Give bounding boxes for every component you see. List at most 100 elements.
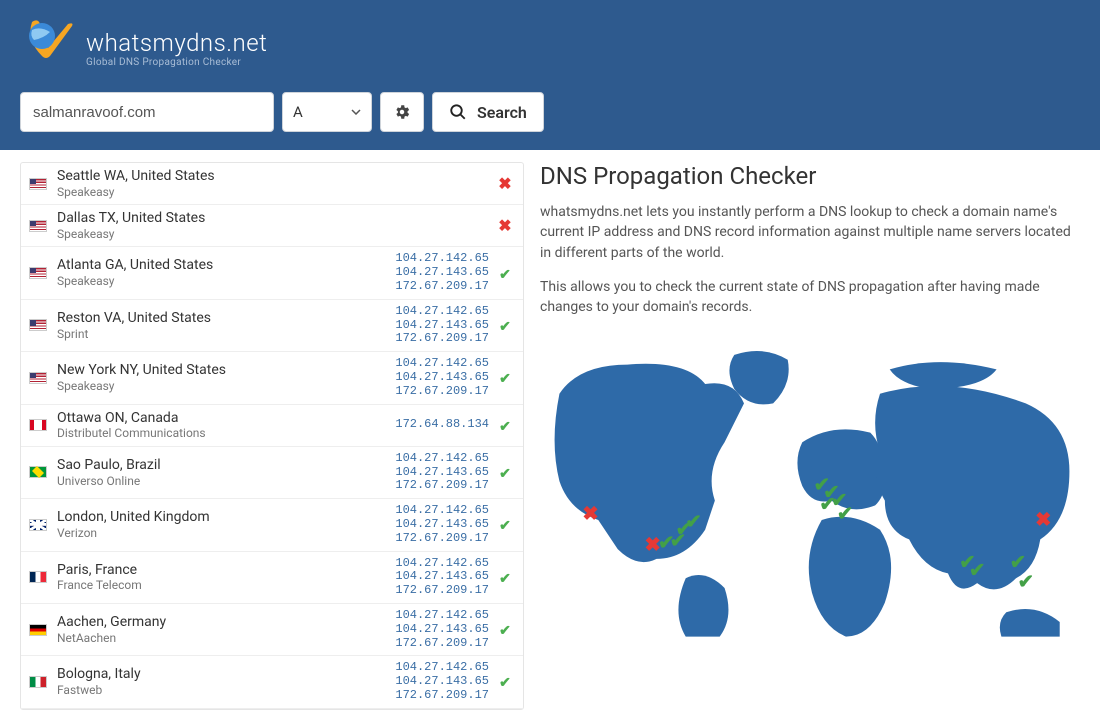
search-icon (449, 103, 467, 121)
result-row[interactable]: Aachen, GermanyNetAachen104.27.142.65 10… (21, 604, 523, 656)
location-name: Ottawa ON, Canada (57, 410, 395, 427)
check-icon: ✔ (497, 672, 513, 691)
flag-icon (29, 220, 47, 232)
location-wrap: Ottawa ON, CanadaDistributel Communicati… (57, 410, 395, 441)
check-icon: ✔ (497, 463, 513, 482)
provider-name: Speakeasy (57, 185, 489, 199)
record-type-value: A (293, 103, 303, 121)
flag-icon (29, 178, 47, 190)
result-row[interactable]: Ottawa ON, CanadaDistributel Communicati… (21, 405, 523, 447)
settings-button[interactable] (380, 92, 424, 132)
check-icon: ✔ (497, 568, 513, 587)
provider-name: France Telecom (57, 578, 395, 592)
location-name: Bologna, Italy (57, 666, 395, 683)
search-button[interactable]: Search (432, 92, 544, 132)
result-row[interactable]: Atlanta GA, United StatesSpeakeasy104.27… (21, 247, 523, 299)
location-wrap: Aachen, GermanyNetAachen (57, 614, 395, 645)
result-row[interactable]: Reston VA, United StatesSprint104.27.142… (21, 300, 523, 352)
provider-name: Speakeasy (57, 274, 395, 288)
location-wrap: Reston VA, United StatesSprint (57, 310, 395, 341)
location-wrap: Dallas TX, United StatesSpeakeasy (57, 210, 489, 241)
result-row[interactable]: Dallas TX, United StatesSpeakeasy ✖ (21, 205, 523, 247)
main-content: Seattle WA, United StatesSpeakeasy✖Dalla… (0, 150, 1100, 710)
provider-name: Speakeasy (57, 379, 395, 393)
result-row[interactable]: New York NY, United StatesSpeakeasy104.2… (21, 352, 523, 404)
check-icon: ✔ (497, 620, 513, 639)
ip-list: 104.27.142.65 104.27.143.65 172.67.209.1… (395, 252, 489, 293)
location-wrap: Paris, FranceFrance Telecom (57, 562, 395, 593)
location-wrap: London, United KingdomVerizon (57, 509, 395, 540)
search-bar: A Search (0, 92, 1100, 150)
ip-list: 104.27.142.65 104.27.143.65 172.67.209.1… (395, 661, 489, 702)
map-check-icon: ✔ (1018, 570, 1034, 593)
info-panel: DNS Propagation Checker whatsmydns.net l… (540, 162, 1092, 710)
location-name: Seattle WA, United States (57, 168, 489, 185)
ip-list: 104.27.142.65 104.27.143.65 172.67.209.1… (395, 357, 489, 398)
flag-icon (29, 519, 47, 531)
location-wrap: New York NY, United StatesSpeakeasy (57, 362, 395, 393)
flag-icon (29, 267, 47, 279)
result-row[interactable]: Sao Paulo, BrazilUniverso Online104.27.1… (21, 447, 523, 499)
location-name: Dallas TX, United States (57, 210, 489, 227)
map-check-icon: ✔ (685, 510, 701, 533)
check-icon: ✔ (497, 316, 513, 335)
header: whatsmydns.net Global DNS Propagation Ch… (0, 0, 1100, 92)
location-wrap: Seattle WA, United StatesSpeakeasy (57, 168, 489, 199)
flag-icon (29, 466, 47, 478)
logo[interactable]: whatsmydns.net Global DNS Propagation Ch… (20, 18, 267, 78)
provider-name: Universo Online (57, 474, 395, 488)
results-list: Seattle WA, United StatesSpeakeasy✖Dalla… (20, 162, 524, 710)
flag-icon (29, 372, 47, 384)
brand-subtitle: Global DNS Propagation Checker (86, 57, 267, 68)
ip-list: 104.27.142.65 104.27.143.65 172.67.209.1… (395, 609, 489, 650)
provider-name: NetAachen (57, 631, 395, 645)
check-icon: ✔ (497, 264, 513, 283)
search-button-label: Search (477, 103, 527, 122)
check-icon: ✔ (497, 368, 513, 387)
map-cross-icon: ✖ (1035, 508, 1051, 531)
info-title: DNS Propagation Checker (540, 162, 1084, 190)
ip-list: 104.27.142.65 104.27.143.65 172.67.209.1… (395, 305, 489, 346)
domain-input[interactable] (20, 92, 274, 132)
map-check-icon: ✔ (969, 559, 985, 582)
location-name: Reston VA, United States (57, 310, 395, 327)
location-wrap: Sao Paulo, BrazilUniverso Online (57, 457, 395, 488)
location-name: London, United Kingdom (57, 509, 395, 526)
ip-list: 104.27.142.65 104.27.143.65 172.67.209.1… (395, 557, 489, 598)
provider-name: Speakeasy (57, 227, 489, 241)
world-map[interactable]: ✖✔✔✖✔✔✔✔✔✔✔✔✔✔✔✖ (540, 331, 1084, 641)
location-wrap: Bologna, ItalyFastweb (57, 666, 395, 697)
provider-name: Distributel Communications (57, 426, 395, 440)
result-row[interactable]: Bologna, ItalyFastweb104.27.142.65 104.2… (21, 656, 523, 708)
provider-name: Verizon (57, 526, 395, 540)
map-cross-icon: ✖ (645, 534, 661, 557)
flag-icon (29, 419, 47, 431)
location-name: New York NY, United States (57, 362, 395, 379)
map-cross-icon: ✖ (582, 502, 598, 525)
record-type-select[interactable]: A (282, 92, 372, 132)
location-name: Aachen, Germany (57, 614, 395, 631)
flag-icon (29, 319, 47, 331)
provider-name: Sprint (57, 327, 395, 341)
info-paragraph-2: This allows you to check the current sta… (540, 277, 1084, 318)
location-wrap: Atlanta GA, United StatesSpeakeasy (57, 257, 395, 288)
logo-mark (20, 18, 76, 78)
flag-icon (29, 571, 47, 583)
cross-icon: ✖ (497, 216, 513, 235)
cross-icon: ✖ (497, 174, 513, 193)
location-name: Paris, France (57, 562, 395, 579)
location-name: Atlanta GA, United States (57, 257, 395, 274)
result-row[interactable]: Seattle WA, United StatesSpeakeasy ✖ (21, 163, 523, 205)
chevron-down-icon (351, 109, 361, 115)
ip-list: 104.27.142.65 104.27.143.65 172.67.209.1… (395, 504, 489, 545)
flag-icon (29, 676, 47, 688)
map-check-icon: ✔ (837, 502, 853, 525)
result-row[interactable]: London, United KingdomVerizon104.27.142.… (21, 499, 523, 551)
location-name: Sao Paulo, Brazil (57, 457, 395, 474)
result-row[interactable]: Paris, FranceFrance Telecom104.27.142.65… (21, 552, 523, 604)
check-icon: ✔ (497, 416, 513, 435)
info-paragraph-1: whatsmydns.net lets you instantly perfor… (540, 202, 1084, 263)
gear-icon (393, 103, 411, 121)
ip-list: 172.64.88.134 (395, 418, 489, 432)
brand-title: whatsmydns.net (86, 29, 267, 57)
